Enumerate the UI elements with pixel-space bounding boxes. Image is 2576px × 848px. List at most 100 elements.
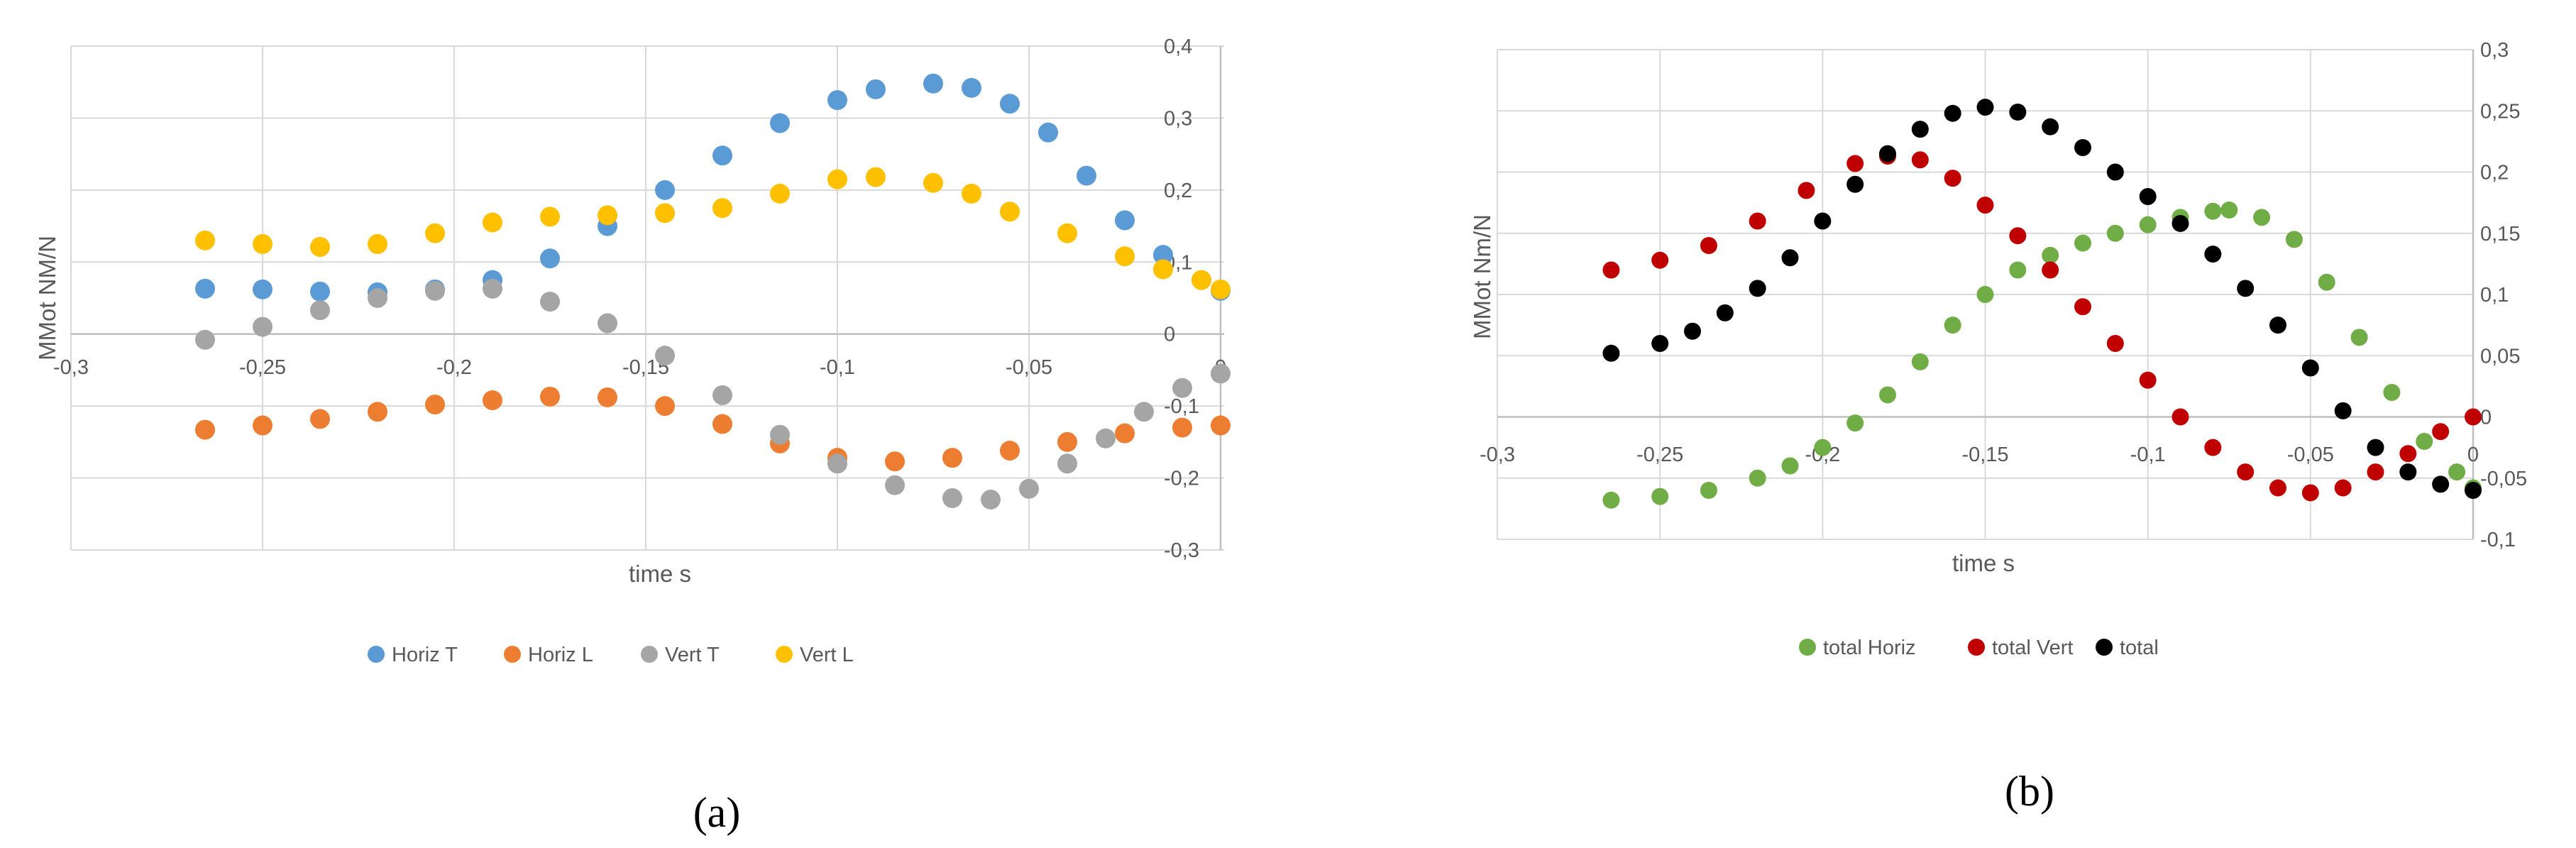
chart-panel-a: -0,3-0,25-0,2-0,15-0,1-0,050-0,3-0,2-0,1… [34,35,1231,666]
data-point [310,236,330,257]
data-point [195,230,215,250]
x-tick-label: -0,05 [2287,444,2334,466]
data-point [655,346,675,366]
data-point [770,113,790,133]
data-point [2204,202,2222,220]
data-point [1153,259,1173,280]
legend-marker [1799,639,1816,656]
data-point [540,207,560,227]
x-tick-label: -0,3 [53,356,89,379]
series-total [1602,99,2482,499]
data-point [2172,408,2189,426]
data-point [368,233,387,254]
data-point [2301,484,2319,502]
x-tick-label: -0,2 [436,356,472,379]
data-point [1602,344,1620,362]
y-tick-label: 0,4 [1164,35,1192,58]
y-tick-label: 0,05 [2480,345,2520,368]
data-point [1172,378,1192,398]
data-point [1911,121,1929,138]
y-tick-label: 0,2 [1164,180,1192,202]
y-tick-label: 0,15 [2480,223,2520,246]
y-tick-label: 0,3 [1164,107,1192,130]
data-point [2367,439,2384,456]
data-point [2009,261,2027,279]
data-point [483,212,502,233]
data-point [1814,212,1832,230]
data-point [2465,408,2482,426]
y-tick-label: 0,1 [2480,284,2509,307]
x-tick-label: -0,15 [1961,444,2008,466]
y-tick-label: -0,1 [2480,529,2516,551]
data-point [1798,182,1815,199]
data-point [2432,423,2450,441]
data-point [2139,216,2157,233]
data-point [598,205,617,226]
data-point [1115,246,1135,267]
y-tick-label: -0,05 [2480,468,2527,490]
data-point [310,409,330,429]
data-point [1846,414,1864,432]
data-point [2301,359,2319,377]
data-point [2139,188,2157,205]
data-point [483,390,502,411]
data-point [1944,316,1961,334]
data-point [540,386,560,407]
data-point [195,329,215,350]
data-point [1134,402,1154,422]
y-tick-label: -0,3 [1164,539,1199,562]
x-tick-label: 0 [2467,444,2479,466]
data-point [2383,384,2401,401]
data-point [2399,445,2417,463]
data-point [962,183,981,204]
data-point [1057,223,1077,243]
data-point [2106,335,2124,352]
chart-panel-b: -0,3-0,25-0,2-0,15-0,1-0,050-0,1-0,0500,… [1469,39,2527,659]
data-point [2042,261,2059,279]
data-point [2399,463,2417,481]
data-point [1000,441,1020,461]
data-point [2448,463,2466,481]
data-point [1976,286,1994,303]
data-point [1191,270,1211,290]
data-point [2204,246,2222,263]
data-point [1749,469,1766,487]
legend-marker [1968,639,1985,656]
data-point [2106,224,2124,242]
data-point [1911,151,1929,169]
data-point [540,248,560,269]
y-axis-label: MMot NM/N [34,236,60,360]
data-point [2432,475,2450,493]
data-point [1057,431,1077,452]
y-tick-label: 0,2 [2480,162,2509,185]
data-point [2285,231,2303,248]
x-tick-label: -0,05 [1006,356,1052,379]
data-point [1651,488,1669,505]
data-point [2237,463,2255,481]
data-point [1153,245,1173,265]
data-point [1096,428,1116,448]
data-point [2074,139,2091,156]
series-horiz-t [195,73,1231,302]
data-point [1749,212,1766,230]
data-point [2237,280,2255,297]
data-point [1684,322,1701,340]
data-point [1944,104,1961,122]
data-point [1172,417,1192,438]
data-point [2416,433,2433,450]
x-tick-label: -0,3 [1480,444,1515,466]
y-axis-label: MMot Nm/N [1469,214,1495,339]
legend-marker [504,646,521,663]
data-point [540,292,560,312]
data-point [827,453,847,474]
y-tick-label: 0 [1164,324,1175,346]
series-vert-t [195,278,1231,510]
data-point [866,167,886,187]
data-point [1000,202,1020,222]
y-tick-label: -0,2 [1164,468,1199,490]
data-point [425,223,445,243]
data-point [2074,298,2091,316]
data-point [1846,175,1864,193]
data-point [1879,145,1896,163]
data-point [1781,249,1799,267]
